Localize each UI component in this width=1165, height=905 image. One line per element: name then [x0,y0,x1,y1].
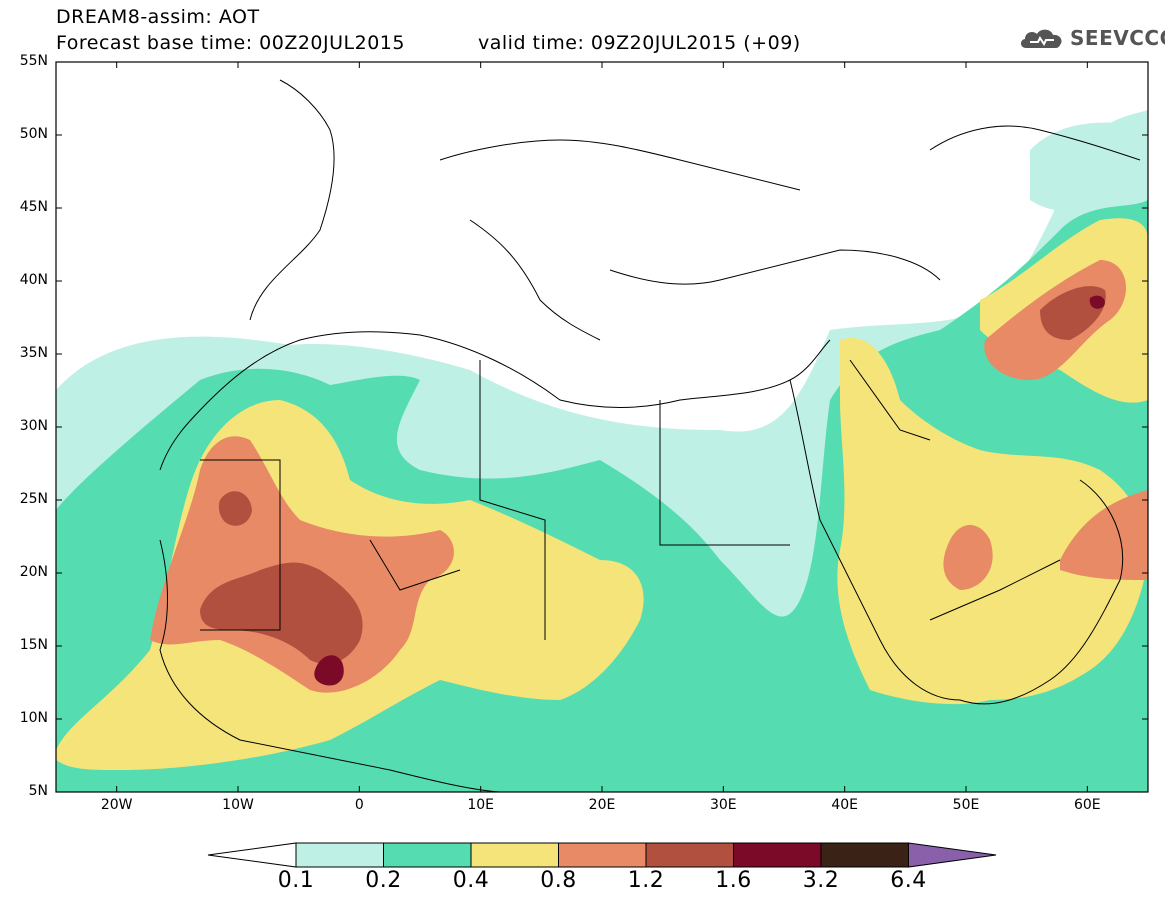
colorbar-over-triangle [908,842,997,868]
lon-label: 20W [100,797,133,813]
valid-time: valid time: 09Z20JUL2015 (+09) [478,32,801,54]
lon-label: 10E [467,797,494,813]
colorbar-box [383,842,472,868]
aot-level-1.6-iran [1089,295,1105,309]
lat-label: 25N [19,491,48,507]
colorbar-threshold-label: 3.2 [802,868,840,893]
lat-label: 20N [19,564,48,580]
colorbar-threshold-label: 1.6 [715,868,752,893]
colorbar-box [470,842,559,868]
lat-label: 5N [28,783,48,799]
lat-label: 15N [19,637,48,653]
colorbar-threshold-label: 0.1 [277,868,315,893]
lat-label: 50N [19,126,48,142]
aot-level-1.6 [314,655,344,686]
colorbar-box [645,842,734,868]
aot-level-0.8-oman [1060,490,1148,580]
lat-label: 45N [19,199,48,215]
aot-level-1.2-mauritania [218,491,252,526]
lon-label: 50E [952,797,980,813]
colorbar-under-triangle [207,842,297,868]
lat-label: 40N [19,272,48,288]
lat-label: 35N [19,345,48,361]
aot-contours [56,62,1148,792]
colorbar-box [733,842,822,868]
map-title: DREAM8-assim: AOT [56,6,260,28]
lat-label: 30N [19,418,48,434]
seevccc-logo: SEEVCCC [1018,24,1165,54]
lon-label: 30E [709,797,737,813]
colorbar-threshold-label: 1.2 [627,868,665,893]
colorbar-box [820,842,909,868]
lat-label: 55N [19,53,48,69]
aot-level-0.1-north [1030,122,1148,212]
colorbar-threshold-label: 0.4 [452,868,490,893]
lon-label: 10W [222,797,254,813]
aot-level-1.2 [200,562,363,664]
colorbar-threshold-label: 6.4 [890,868,927,893]
aot-level-1.2-arabia [1040,286,1106,340]
aot-level-0.8-arabia [943,525,993,590]
colorbar-threshold-label: 0.8 [540,868,577,893]
cloud-icon [1020,29,1062,48]
colorbar-threshold-label: 0.2 [365,868,402,893]
lat-label: 10N [19,710,48,726]
aot-level-0.4-arabia [837,338,1148,705]
borders [159,79,1141,792]
lon-label: 60E [1073,797,1101,813]
colorbar-box [295,842,384,868]
lon-label: 40E [831,797,858,813]
forecast-base-time: Forecast base time: 00Z20JUL2015 [56,32,405,54]
logo-text: SEEVCCC [1070,26,1165,50]
lon-label: 0 [354,797,364,813]
colorbar-box [558,842,647,868]
lon-label: 20E [588,797,616,813]
